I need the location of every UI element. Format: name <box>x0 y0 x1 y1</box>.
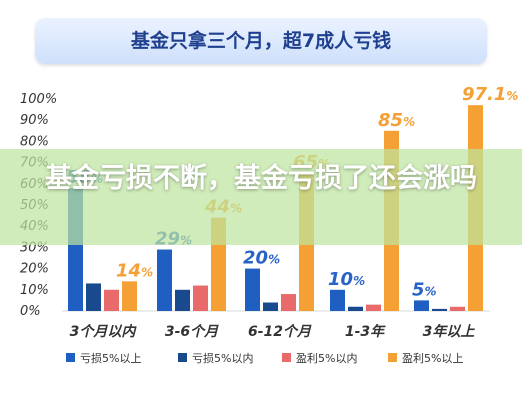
data-label: 14% <box>116 260 153 281</box>
legend-label: 盈利5%以内 <box>296 351 357 365</box>
y-tick-label: 0% <box>20 304 41 319</box>
bar <box>122 281 137 311</box>
y-tick-label: 90% <box>20 113 49 128</box>
bar <box>175 289 190 311</box>
data-label: 20% <box>243 248 280 269</box>
legend-swatch <box>66 353 75 362</box>
data-label: 5% <box>412 279 437 300</box>
bar <box>245 268 260 311</box>
category-label: 6-12个月 <box>248 323 312 340</box>
bar <box>414 300 429 311</box>
chart-title: 基金只拿三个月，超7成人亏钱 <box>130 30 392 52</box>
data-label: 85% <box>378 110 415 131</box>
data-label: 10% <box>328 269 365 290</box>
bar <box>104 289 119 311</box>
title-banner <box>35 18 487 64</box>
bar <box>263 302 278 311</box>
bar <box>366 304 381 311</box>
bar <box>330 289 345 311</box>
y-tick-label: 80% <box>20 134 49 149</box>
legend-swatch <box>178 353 187 362</box>
article-title: 基金亏损不断，基金亏损了还会涨吗 <box>45 163 477 194</box>
legend-swatch <box>282 353 291 362</box>
category-label: 3个月以内 <box>70 323 138 340</box>
legend-label: 盈利5%以上 <box>402 352 463 365</box>
data-label: 97.1% <box>462 84 518 105</box>
legend-swatch <box>388 353 397 362</box>
category-label: 3年以上 <box>423 323 476 340</box>
category-label: 1-3年 <box>345 323 386 340</box>
category-label: 3-6个月 <box>165 323 219 340</box>
y-tick-label: 10% <box>20 283 49 298</box>
bar <box>281 294 296 311</box>
legend-label: 亏损5%以上 <box>80 351 141 365</box>
y-tick-label: 20% <box>20 262 49 277</box>
bar <box>157 249 172 311</box>
bar <box>450 306 465 311</box>
y-tick-label: 100% <box>20 92 57 107</box>
bar <box>193 285 208 311</box>
bar <box>86 283 101 311</box>
article-title-overlay <box>0 149 522 245</box>
legend-label: 亏损5%以内 <box>192 351 253 365</box>
bar <box>432 308 447 311</box>
bar <box>348 306 363 311</box>
